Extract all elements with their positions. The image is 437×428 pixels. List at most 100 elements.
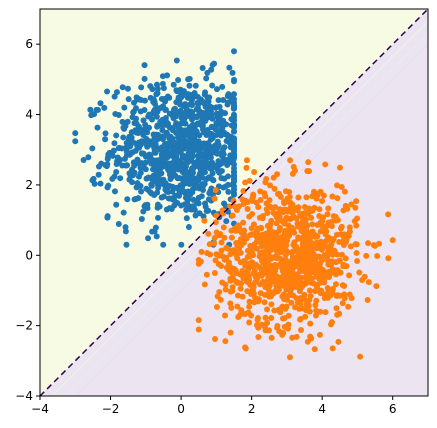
data-point	[374, 252, 381, 259]
data-point	[80, 157, 87, 164]
data-point	[239, 196, 246, 203]
data-point	[211, 195, 218, 202]
data-point	[102, 130, 109, 137]
data-point	[151, 133, 158, 140]
data-point	[301, 247, 308, 254]
data-point	[150, 161, 157, 168]
data-point	[267, 182, 274, 189]
data-point	[154, 85, 161, 92]
data-point	[265, 327, 272, 334]
data-point	[289, 170, 296, 177]
data-point	[294, 223, 301, 230]
data-point	[231, 76, 237, 83]
data-point	[124, 196, 131, 203]
data-point	[231, 146, 237, 153]
data-point	[243, 235, 250, 242]
data-point	[153, 91, 160, 98]
data-point	[314, 245, 321, 252]
data-point	[166, 135, 173, 142]
data-point	[151, 192, 158, 198]
data-point	[314, 222, 321, 229]
data-point	[295, 234, 302, 241]
data-point	[222, 312, 229, 319]
data-point	[376, 240, 383, 247]
data-point	[211, 269, 218, 276]
data-point	[199, 64, 206, 71]
data-point	[243, 157, 250, 164]
data-point	[115, 220, 122, 227]
data-point	[224, 99, 231, 106]
data-point	[309, 265, 316, 272]
data-point	[154, 123, 161, 130]
data-point	[182, 179, 189, 186]
data-point	[302, 307, 309, 314]
data-point	[149, 228, 156, 235]
data-point	[293, 283, 300, 290]
data-point	[247, 242, 254, 249]
data-point	[266, 222, 273, 229]
data-point	[133, 115, 140, 122]
data-point	[195, 326, 202, 333]
data-point	[325, 205, 332, 212]
data-point	[259, 213, 266, 220]
data-point	[281, 198, 288, 205]
data-point	[262, 259, 269, 266]
data-point	[120, 124, 127, 131]
data-point	[284, 249, 291, 256]
data-point	[145, 139, 152, 146]
data-point	[266, 273, 273, 280]
data-point	[125, 96, 132, 103]
data-point	[317, 308, 324, 315]
data-point	[263, 175, 270, 182]
data-point	[297, 316, 304, 323]
data-point	[170, 81, 177, 88]
data-point	[119, 162, 126, 169]
data-point	[251, 168, 258, 175]
data-point	[231, 91, 237, 98]
data-point	[238, 307, 245, 314]
data-point	[119, 84, 126, 91]
data-point	[238, 280, 245, 287]
data-point	[250, 283, 257, 290]
data-point	[229, 287, 236, 294]
data-point	[233, 269, 240, 276]
data-point	[234, 292, 241, 299]
data-point	[225, 91, 232, 98]
data-point	[124, 118, 131, 125]
data-point	[315, 190, 322, 197]
data-point	[97, 100, 104, 107]
data-point	[216, 115, 223, 122]
data-point	[196, 210, 203, 217]
data-point	[361, 273, 368, 280]
data-point	[277, 256, 284, 263]
data-point	[200, 163, 207, 170]
data-point	[365, 240, 372, 247]
data-point	[300, 265, 307, 272]
data-point	[160, 241, 167, 248]
data-point	[200, 140, 207, 147]
data-point	[212, 219, 219, 226]
data-point	[178, 94, 185, 101]
data-point	[154, 178, 161, 185]
data-point	[339, 282, 346, 289]
data-point	[200, 144, 207, 151]
data-point	[332, 216, 339, 223]
data-point	[172, 122, 179, 129]
data-point	[224, 131, 231, 138]
data-point	[231, 152, 237, 159]
data-point	[153, 113, 160, 120]
data-point	[218, 247, 225, 254]
data-point	[389, 237, 396, 244]
data-point	[91, 180, 98, 187]
data-point	[150, 96, 157, 103]
data-point	[113, 201, 120, 208]
data-point	[290, 248, 297, 255]
data-point	[123, 241, 130, 248]
data-point	[324, 211, 331, 218]
data-point	[228, 234, 235, 241]
x-tick-label: 0	[177, 402, 185, 416]
data-point	[198, 248, 205, 255]
data-point	[261, 253, 268, 260]
data-point	[277, 274, 284, 281]
data-point	[215, 261, 222, 268]
